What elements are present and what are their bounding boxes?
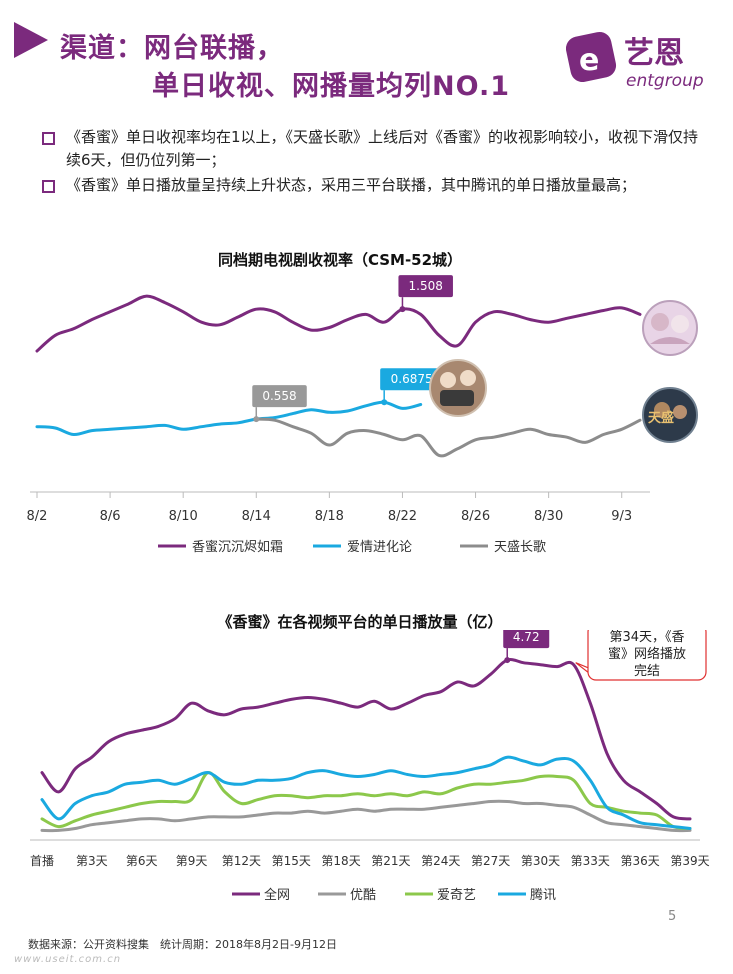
- watermark: www.useit.com.cn: [14, 954, 122, 965]
- x-tick-label: 8/22: [388, 509, 417, 524]
- x-tick-label: 第18天: [321, 854, 360, 868]
- views-chart: 首播 第3天 第6天 第9天 第12天 第15天 第18天 第21天 第24天 第27天 第30天第…: [30, 630, 710, 903]
- logo-e-mark: e: [579, 43, 599, 78]
- legend-label: 爱情进化论: [347, 540, 412, 555]
- ratings-chart: 8/2 8/6 8/10 8/14 8/18 8/22 8/26 8/30 9/3 1.508 0…: [27, 275, 698, 555]
- entgroup-logo: e 艺恩 entgroup: [566, 31, 704, 91]
- x-tick-label: 8/10: [169, 509, 198, 524]
- chart2-title: 《香蜜》在各视频平台的单日播放量（亿）: [217, 613, 503, 631]
- x-tick-label: 第9天: [176, 854, 208, 868]
- completion-callout-text: 蜜》网络播放: [608, 646, 686, 662]
- x-tick-label: 8/30: [534, 509, 563, 524]
- logo-cn: 艺恩: [624, 36, 684, 71]
- data-source-note: 数据来源：公开资料搜集 统计周期：2018年8月2日-9月12日: [28, 938, 337, 951]
- drama-thumbnail-tiansheng: 天盛: [642, 387, 698, 443]
- x-tick-label: 第21天: [371, 854, 410, 868]
- legend-label: 香蜜沉沉烬如霜: [192, 539, 283, 555]
- chart1-title: 同档期电视剧收视率（CSM-52城）: [217, 251, 463, 269]
- x-tick-label: 首播: [30, 854, 54, 868]
- annotation-2-marker: [381, 399, 388, 406]
- x-tick-label: 8/2: [27, 509, 48, 524]
- x-tick-label: 8/18: [315, 509, 344, 524]
- series-line-0: [40, 658, 692, 821]
- annotation-2-box: [380, 368, 444, 391]
- annotation-0-label: 1.508: [409, 279, 443, 293]
- x-tick-label: 第15天: [272, 854, 311, 868]
- page-number: 5: [668, 909, 677, 924]
- annotation-2-label: 0.6875: [391, 372, 433, 386]
- annotation-1-marker: [253, 416, 260, 423]
- play-triangle-icon: [14, 22, 48, 58]
- series-line-2: [40, 771, 692, 830]
- page-title-line1: 渠道：网台联播，: [60, 33, 284, 64]
- legend-label: 全网: [264, 887, 290, 903]
- x-tick-label: 第30天: [521, 854, 560, 868]
- x-tick-label: 第33天: [571, 854, 610, 868]
- legend-label: 腾讯: [530, 887, 556, 903]
- x-tick-label: 第3天: [76, 854, 108, 868]
- bullet-item: 《香蜜》单日播放量呈持续上升状态，采用三平台联播，其中腾讯的单日播放量最高；: [40, 174, 700, 197]
- x-tick-label: 第12天: [222, 854, 261, 868]
- completion-callout-text: 第34天，《香: [609, 630, 684, 645]
- x-tick-label: 8/14: [242, 509, 271, 524]
- completion-callout-box: [587, 630, 707, 681]
- annotation-1-label: 0.558: [262, 389, 296, 403]
- legend-label: 优酷: [350, 888, 376, 903]
- x-tick-label: 9/3: [611, 509, 632, 524]
- series-line-2: [254, 417, 642, 458]
- bullet-text: 《香蜜》单日收视率均在1以上，《天盛长歌》上线后对《香蜜》的收视影响较小，收视下…: [66, 128, 699, 169]
- series-line-1: [40, 799, 692, 833]
- annotation-peak-label: 4.72: [513, 630, 540, 644]
- annotation-peak-marker: [504, 657, 511, 664]
- drama-thumbnail-xiangmi: [642, 300, 698, 356]
- page-header: 渠道：网台联播， 单日收视、网播量均列NO.1 e 艺恩 entgroup: [0, 0, 733, 110]
- logo-en: entgroup: [626, 71, 704, 91]
- bullet-item: 《香蜜》单日收视率均在1以上，《天盛长歌》上线后对《香蜜》的收视影响较小，收视下…: [40, 126, 700, 172]
- legend-label: 天盛长歌: [494, 540, 546, 555]
- x-tick-label: 第36天: [621, 854, 660, 868]
- series-line-3: [40, 755, 692, 830]
- legend-label: 爱奇艺: [437, 887, 476, 903]
- checkbox-bullet-icon: [42, 132, 55, 145]
- drama-thumbnail-aiqing: [429, 359, 487, 417]
- x-tick-label: 第27天: [471, 854, 510, 868]
- annotation-0-marker: [399, 306, 406, 313]
- annotation-1-box: [252, 385, 307, 408]
- x-tick-label: 8/26: [461, 509, 490, 524]
- x-tick-label: 第39天: [670, 854, 709, 868]
- x-tick-label: 8/6: [100, 509, 121, 524]
- annotation-peak-box: [503, 630, 550, 649]
- svg-text:天盛: 天盛: [648, 410, 674, 426]
- checkbox-bullet-icon: [42, 180, 55, 193]
- completion-callout-text: 完结: [634, 664, 660, 679]
- series-line-1: [35, 400, 423, 437]
- x-tick-label: 第24天: [421, 854, 460, 868]
- x-tick-label: 第6天: [126, 854, 158, 868]
- page-title-line2: 单日收视、网播量均列NO.1: [152, 71, 510, 102]
- bullet-text: 《香蜜》单日播放量呈持续上升状态，采用三平台联播，其中腾讯的单日播放量最高；: [66, 176, 637, 194]
- annotation-0-box: [398, 275, 453, 298]
- bullet-list: 《香蜜》单日收视率均在1以上，《天盛长歌》上线后对《香蜜》的收视影响较小，收视下…: [40, 126, 700, 199]
- series-line-0: [35, 294, 642, 353]
